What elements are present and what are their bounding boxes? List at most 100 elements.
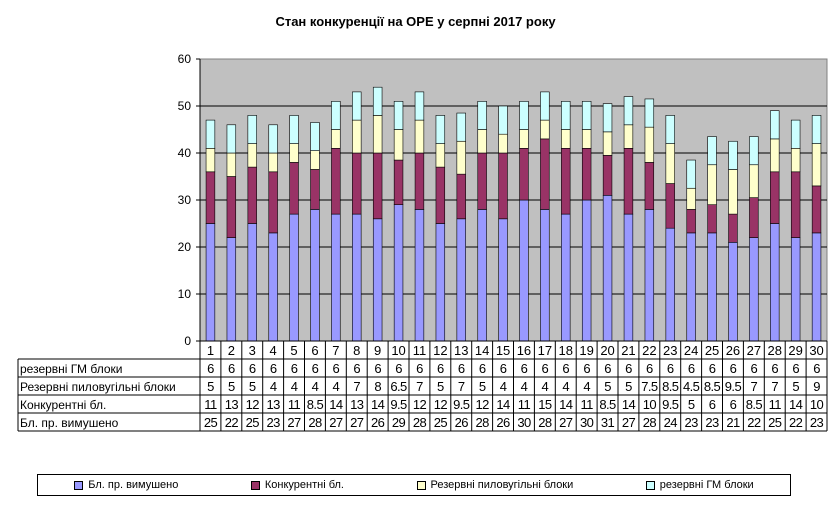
bar-segment [331, 101, 341, 130]
bar-segment [790, 237, 801, 342]
bar-segment [519, 129, 529, 149]
x-tick-label: 15 [496, 343, 510, 358]
bar-segment [623, 96, 634, 126]
x-tick-label: 30 [809, 343, 823, 358]
table-cell: 6 [625, 361, 632, 376]
x-tick-label: 19 [579, 343, 593, 358]
x-tick-label: 10 [391, 343, 405, 358]
table-cell: 6 [270, 361, 277, 376]
bar-segment [352, 152, 362, 215]
bar-segment [686, 209, 696, 234]
table-cell: 6 [312, 361, 319, 376]
bar-segment [310, 122, 320, 151]
bar-segment [372, 218, 383, 342]
table-cell: 14 [371, 397, 385, 412]
bar-segment [686, 159, 696, 189]
table-row-label: Конкурентні бл. [20, 398, 106, 412]
bar-segment [644, 209, 655, 342]
table-cell: 12 [246, 397, 260, 412]
table-cell: 8.5 [662, 379, 679, 394]
bar-segment [728, 169, 738, 215]
bar-segment [268, 171, 278, 234]
bar-segment [581, 129, 592, 149]
table-cell: 9 [813, 379, 820, 394]
bar-segment [811, 143, 822, 187]
table-cell: 6.5 [390, 379, 407, 394]
x-tick-label: 16 [517, 343, 531, 358]
x-tick-label: 6 [311, 343, 318, 358]
table-cell: 9.5 [453, 397, 470, 412]
bar-segment [728, 242, 738, 342]
bar-segment [728, 213, 738, 243]
table-cell: 6 [709, 397, 716, 412]
bar-segment [749, 136, 759, 166]
bar-segment [205, 223, 216, 342]
bar-segment [498, 105, 508, 135]
table-cell: 15 [538, 397, 552, 412]
bar-segment [707, 136, 717, 166]
bar-segment [811, 115, 822, 144]
bar-segment [665, 143, 675, 184]
bar-segment [289, 143, 299, 163]
bar-segment [331, 129, 341, 149]
table-cell: 12 [476, 397, 490, 412]
table-cell: 28 [643, 415, 657, 430]
table-cell: 5 [792, 379, 799, 394]
bar-segment [498, 152, 508, 220]
y-tick-label: 40 [178, 146, 192, 160]
table-cell: 14 [622, 397, 636, 412]
bar-segment [561, 148, 571, 215]
table-cell: 6 [228, 361, 235, 376]
table-cell: 5 [625, 379, 632, 394]
x-tick-label: 12 [433, 343, 447, 358]
bar-segment [477, 152, 487, 210]
table-cell: 13 [225, 397, 239, 412]
table-cell: 31 [601, 415, 615, 430]
table-cell: 7 [751, 379, 758, 394]
bar-segment [561, 129, 571, 149]
y-tick-label: 30 [178, 193, 192, 207]
bar-segment [770, 223, 780, 342]
table-cell: 27 [329, 415, 343, 430]
bar-segment [435, 223, 446, 342]
x-tick-label: 14 [475, 343, 489, 358]
table-cell: 5 [207, 379, 214, 394]
bar-segment [644, 98, 655, 128]
table-cell: 6 [416, 361, 423, 376]
table-cell: 4 [270, 379, 277, 394]
bar-segment [561, 213, 571, 342]
table-cell: 13 [350, 397, 364, 412]
table-cell: 13 [267, 397, 281, 412]
table-cell: 6 [437, 361, 444, 376]
table-cell: 27 [622, 415, 636, 430]
table-cell: 8.5 [599, 397, 616, 412]
bar-segment [540, 91, 550, 121]
table-cell: 8 [374, 379, 381, 394]
x-tick-label: 27 [747, 343, 761, 358]
bar-segment [581, 199, 592, 342]
table-cell: 22 [789, 415, 803, 430]
x-tick-label: 1 [207, 343, 214, 358]
x-tick-label: 29 [788, 343, 802, 358]
table-cell: 6 [479, 361, 486, 376]
table-cell: 14 [329, 397, 343, 412]
table-cell: 5 [228, 379, 235, 394]
table-cell: 25 [768, 415, 782, 430]
table-cell: 21 [726, 415, 740, 430]
table-cell: 4 [562, 379, 569, 394]
bar-segment [352, 91, 362, 121]
legend-label-competitive: Конкурентні бл. [264, 479, 344, 491]
x-tick-label: 5 [290, 343, 297, 358]
table-cell: 6 [249, 361, 256, 376]
bar-segment [289, 115, 299, 144]
table-cell: 6 [291, 361, 298, 376]
bar-segment [247, 115, 257, 144]
bar-segment [205, 119, 216, 149]
x-tick-label: 25 [705, 343, 719, 358]
bar-segment [226, 237, 237, 342]
table-cell: 14 [559, 397, 573, 412]
table-cell: 6 [730, 361, 737, 376]
legend-swatch-forced [74, 480, 84, 490]
table-cell: 28 [538, 415, 552, 430]
